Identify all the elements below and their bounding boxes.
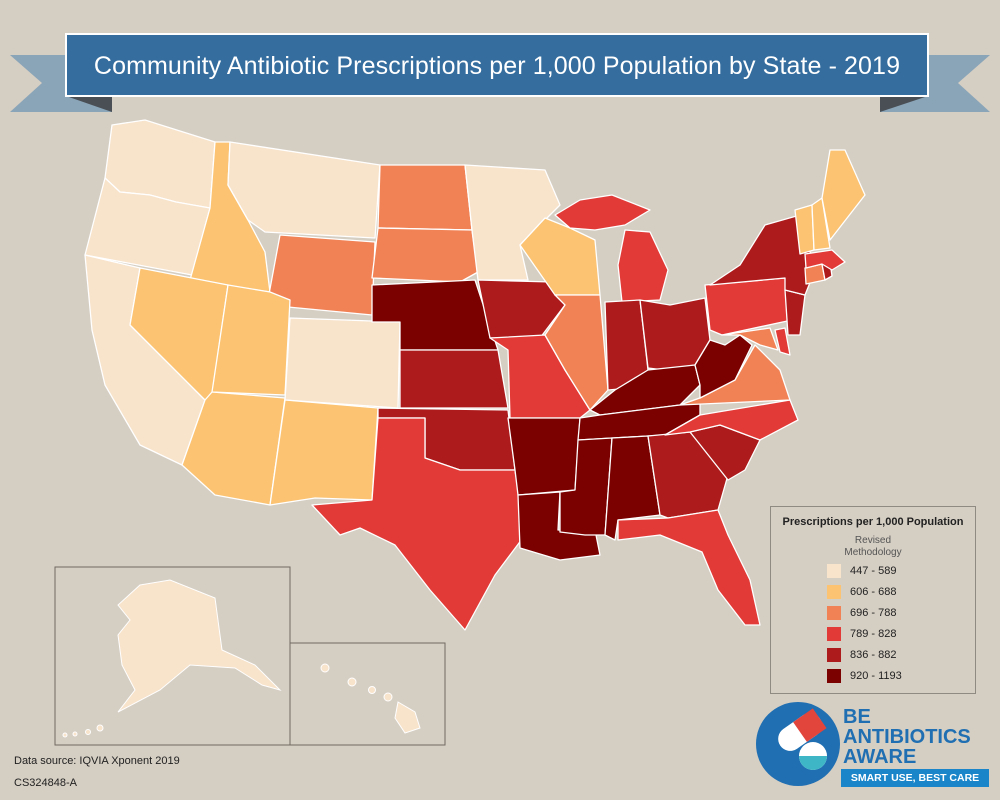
title-ribbon [10, 33, 990, 112]
hawaii-island [347, 677, 357, 687]
hawaii-big-island [394, 701, 421, 734]
legend-label: 789 - 828 [850, 628, 897, 640]
state-new-jersey [784, 289, 806, 336]
state-arizona [181, 391, 286, 506]
state-arkansas [507, 417, 581, 496]
alaska-island [72, 731, 78, 737]
ribbon-left-fold [66, 96, 112, 112]
legend-title: Prescriptions per 1,000 Population [782, 516, 964, 528]
alaska-island [96, 724, 104, 732]
legend-item: 696 - 788 [827, 606, 896, 620]
legend-label: 606 - 688 [850, 586, 897, 598]
legend-label: 696 - 788 [850, 607, 897, 619]
legend-item: 606 - 688 [827, 585, 896, 599]
data-source-note: Data source: IQVIA Xponent 2019 [14, 755, 180, 767]
hawaii-island [383, 692, 393, 702]
legend-label: 447 - 589 [850, 565, 897, 577]
legend-label: 836 - 882 [850, 649, 897, 661]
state-iowa [477, 279, 566, 339]
state-michigan-lower [617, 229, 669, 303]
state-south-dakota [371, 227, 479, 283]
hawaii-inset [320, 663, 421, 734]
legend-swatch [827, 669, 841, 683]
state-maryland [721, 327, 779, 351]
state-pennsylvania [704, 277, 793, 336]
hawaii-island [368, 686, 376, 694]
legend-item: 920 - 1193 [827, 669, 902, 683]
state-kansas [399, 349, 509, 409]
state-texas [311, 417, 526, 631]
state-michigan-upper [554, 194, 651, 231]
state-maine [821, 149, 866, 241]
legend-swatch [827, 564, 841, 578]
legend-subtitle-line2: Methodology [844, 547, 902, 558]
us-map [84, 119, 866, 631]
map-legend: Prescriptions per 1,000 Population Revis… [770, 506, 976, 694]
publication-code: CS324848-A [14, 777, 77, 789]
hawaii-island [320, 663, 330, 673]
legend-swatch [827, 648, 841, 662]
legend-subtitle: Revised Methodology [771, 535, 975, 559]
ribbon-right-fold [880, 96, 928, 112]
alaska-island [62, 732, 68, 738]
logo-line-3: AWARE [843, 746, 917, 768]
pill-capsule-icon [756, 702, 840, 786]
state-florida [617, 509, 761, 626]
legend-item: 789 - 828 [827, 627, 896, 641]
logo-tagline: SMART USE, BEST CARE [841, 769, 989, 787]
title-banner [65, 33, 929, 97]
legend-swatch [827, 585, 841, 599]
state-illinois [544, 294, 609, 411]
page-title: Community Antibiotic Prescriptions per 1… [93, 51, 901, 80]
legend-subtitle-line1: Revised [854, 535, 892, 546]
state-utah [211, 284, 291, 396]
state-minnesota [464, 164, 561, 281]
legend-swatch [827, 627, 841, 641]
state-delaware [774, 327, 791, 356]
state-west-virginia [694, 334, 753, 399]
state-new-hampshire [811, 197, 831, 251]
alaska-inset [62, 579, 282, 738]
hawaii-inset-frame [289, 642, 446, 746]
legend-item: 836 - 882 [827, 648, 896, 662]
alaska-island [85, 729, 91, 735]
state-north-dakota [377, 164, 473, 231]
state-oregon [84, 177, 211, 276]
logo-line-1: BE [843, 706, 871, 728]
state-massachusetts [804, 249, 846, 271]
legend-item: 447 - 589 [827, 564, 896, 578]
state-north-carolina [664, 399, 799, 441]
legend-swatch [827, 606, 841, 620]
state-new-mexico [269, 399, 379, 506]
legend-label: 920 - 1193 [850, 670, 902, 682]
state-montana [227, 141, 381, 239]
state-colorado [284, 317, 401, 409]
state-alaska [117, 579, 282, 713]
logo-line-2: ANTIBIOTICS [843, 726, 971, 748]
